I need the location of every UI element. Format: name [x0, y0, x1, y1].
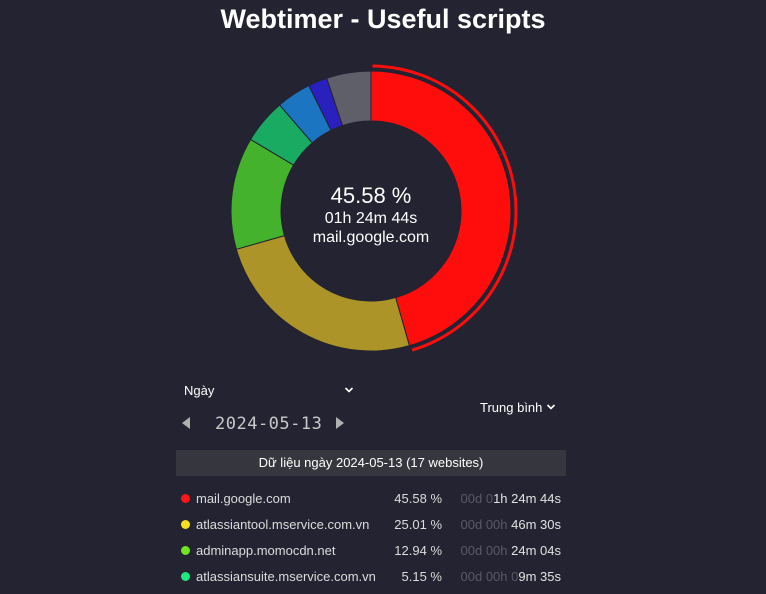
website-row[interactable]: atlassiantool.mservice.com.vn 25.01 % 00… [176, 512, 566, 538]
website-row[interactable]: mail.google.com 45.58 % 00d 01h 24m 44s [176, 486, 566, 512]
mode-select-value: Trung bình [480, 400, 543, 415]
color-dot [181, 546, 190, 555]
website-percent: 12.94 % [394, 543, 442, 558]
chevron-down-icon [546, 401, 556, 415]
website-name: mail.google.com [196, 491, 291, 506]
website-name: adminapp.momocdn.net [196, 543, 336, 558]
donut-slice[interactable] [326, 70, 372, 127]
period-select[interactable]: Ngày [184, 383, 354, 403]
previous-date-button[interactable] [180, 416, 196, 434]
color-dot [181, 494, 190, 503]
chevron-down-icon [344, 383, 354, 398]
color-dot [181, 572, 190, 581]
website-time: 00d 00h 46m 30s [460, 517, 561, 532]
website-time: 00d 01h 24m 44s [460, 491, 561, 506]
website-percent: 45.58 % [394, 491, 442, 506]
triangle-right-icon [336, 417, 344, 429]
current-date: 2024-05-13 [215, 414, 323, 434]
website-time: 00d 00h 09m 35s [460, 569, 561, 584]
website-name: atlassiantool.mservice.com.vn [196, 517, 370, 532]
donut-slice[interactable] [235, 235, 411, 352]
website-row[interactable]: atlassiansuite.mservice.com.vn 5.15 % 00… [176, 564, 566, 590]
center-duration: 01h 24m 44s [324, 210, 418, 227]
website-time: 00d 00h 24m 04s [460, 543, 561, 558]
page-title: Webtimer - Useful scripts [220, 4, 546, 34]
chart-center-info: 45.58 % 01h 24m 44s mail.google.com [271, 183, 471, 247]
date-navigator: 2024-05-13 [180, 412, 360, 438]
donut-chart[interactable] [220, 60, 522, 362]
color-dot [181, 520, 190, 529]
center-percent: 45.58 % [330, 183, 412, 208]
center-site: mail.google.com [312, 229, 430, 246]
next-date-button[interactable] [334, 416, 350, 434]
triangle-left-icon [182, 417, 190, 429]
mode-select[interactable]: Trung bình [480, 400, 566, 418]
website-percent: 25.01 % [394, 517, 442, 532]
website-row[interactable]: adminapp.momocdn.net 12.94 % 00d 00h 24m… [176, 538, 566, 564]
data-header: Dữ liệu ngày 2024-05-13 (17 websites) [176, 450, 566, 476]
website-name: atlassiansuite.mservice.com.vn [196, 569, 376, 584]
website-percent: 5.15 % [401, 569, 442, 584]
website-list: mail.google.com 45.58 % 00d 01h 24m 44s … [176, 486, 566, 590]
period-select-value: Ngày [184, 383, 215, 398]
donut-slice[interactable] [370, 70, 512, 347]
donut-slice-highlight [372, 64, 518, 352]
